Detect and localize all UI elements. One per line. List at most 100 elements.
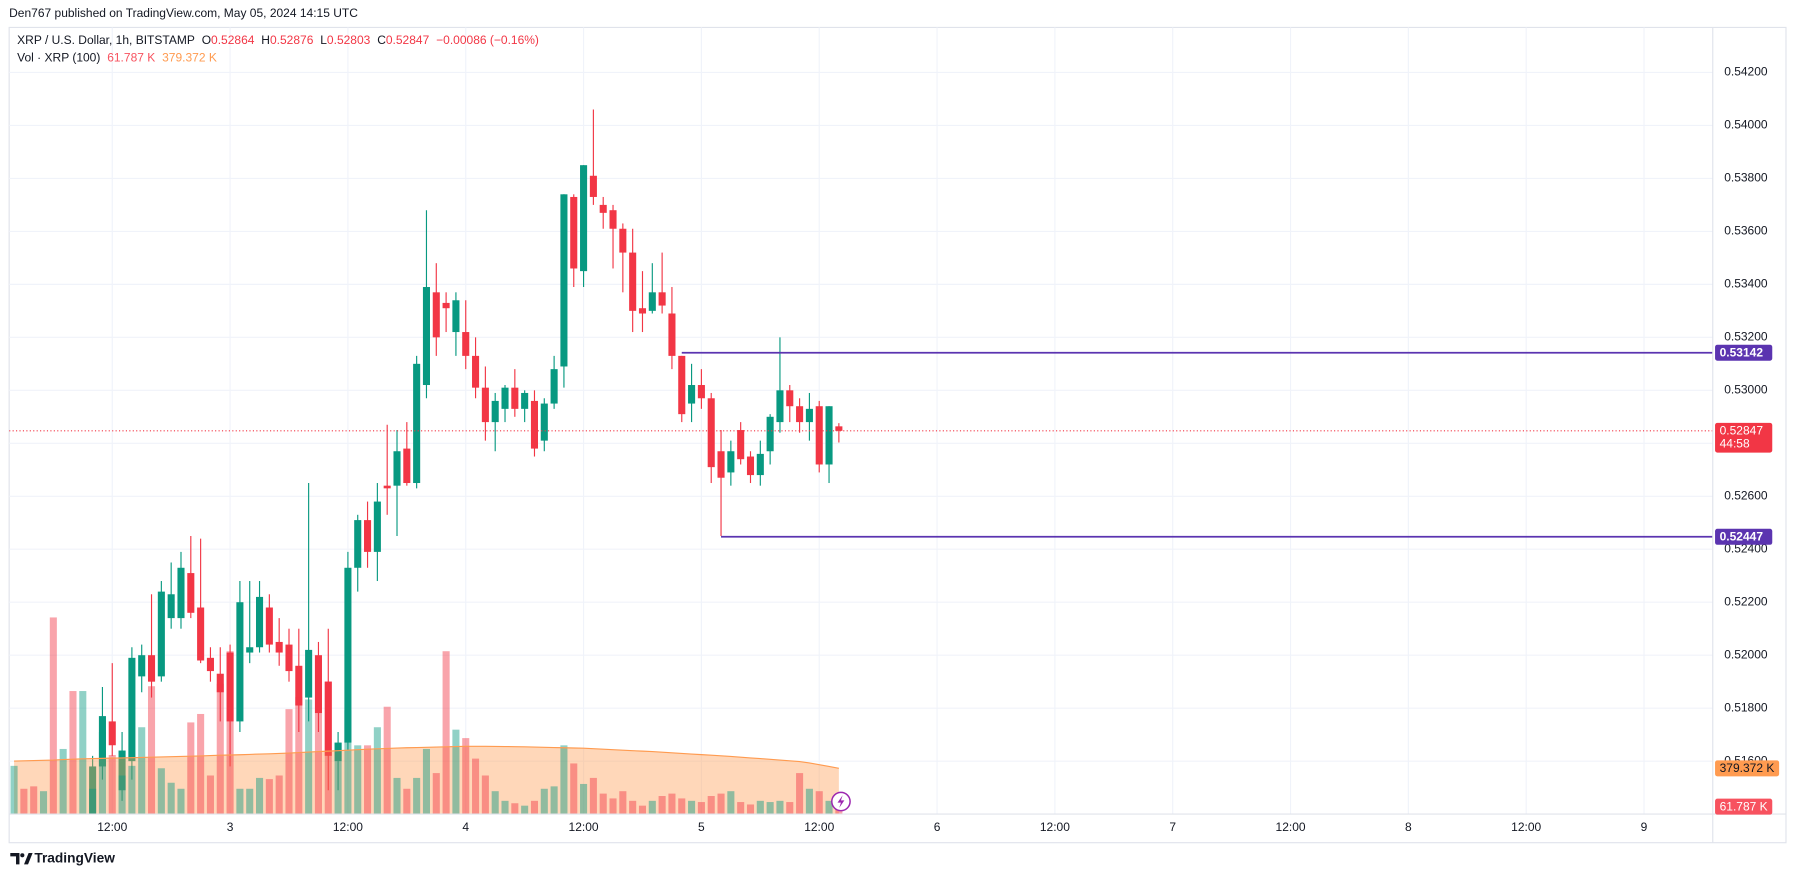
candle-body: [285, 644, 293, 672]
candle-body: [629, 252, 637, 311]
candle-body: [835, 426, 843, 431]
candle-body: [668, 313, 676, 356]
countdown: 44:58: [1720, 437, 1750, 451]
volume-bar: [216, 683, 224, 815]
volume-bar: [442, 651, 450, 815]
ohlc-key: L: [320, 33, 327, 47]
y-tick-label: 0.51800: [1724, 700, 1768, 714]
candle-body: [717, 451, 725, 478]
x-tick-label: 3: [227, 820, 234, 834]
volume-bar: [697, 802, 705, 815]
candle-body: [707, 398, 715, 468]
candle-body: [658, 292, 666, 306]
x-tick-label: 12:00: [569, 820, 599, 834]
candle-body: [737, 430, 745, 460]
volume-bar: [265, 779, 273, 815]
volume-bar: [422, 748, 430, 815]
volume-bar: [521, 805, 529, 815]
candle-body: [697, 385, 705, 399]
volume-bar: [658, 796, 666, 815]
volume-bar: [707, 796, 715, 815]
candle-body: [511, 387, 519, 409]
candle-body: [422, 287, 430, 386]
volume-bar: [324, 681, 332, 815]
x-tick-label: 6: [934, 820, 941, 834]
volume-bar: [147, 686, 156, 815]
volume-name: Vol · XRP (100): [17, 50, 100, 64]
y-tick-label: 0.54200: [1724, 65, 1768, 79]
volume-bar: [530, 800, 539, 815]
y-tick-label: 0.53000: [1724, 382, 1768, 396]
volume-bar: [481, 775, 489, 815]
volume-bar: [560, 745, 568, 815]
volume-bar: [550, 786, 558, 815]
volume-bar: [236, 788, 244, 815]
candle-body: [118, 750, 126, 791]
candle-body: [481, 387, 489, 423]
candle-body: [206, 657, 214, 672]
x-tick-label: 12:00: [804, 820, 834, 834]
volume-bar: [246, 788, 254, 815]
candle-body: [678, 355, 686, 415]
volume-bar: [452, 729, 460, 815]
y-tick-label: 0.54000: [1724, 118, 1768, 132]
last-price-tag: [1715, 422, 1773, 453]
x-tick-label: 4: [462, 820, 469, 834]
candle-body: [638, 308, 647, 314]
candle-body: [138, 655, 146, 677]
volume-bar: [167, 782, 175, 815]
x-tick-label: 12:00: [97, 820, 127, 834]
candle-body: [540, 403, 548, 441]
plot-area: [9, 109, 1713, 815]
volume-bar: [766, 802, 774, 815]
candle-body: [89, 766, 97, 815]
candle-body: [619, 228, 627, 253]
candle-body: [766, 416, 774, 452]
y-tick-label: 0.52600: [1724, 488, 1768, 502]
candle-body: [815, 406, 823, 465]
grid: [9, 27, 1713, 815]
candle-body: [98, 716, 106, 767]
lightning-icon[interactable]: [831, 791, 851, 812]
volume-bar: [786, 802, 794, 815]
candle-body: [226, 652, 234, 722]
candle-body: [491, 400, 499, 423]
candle-body: [472, 355, 480, 388]
volume-ma-line: [14, 745, 839, 769]
volume-bar: [98, 732, 106, 815]
axes: 0.516000.518000.520000.522000.524000.526…: [97, 65, 1780, 834]
candle-body: [570, 196, 578, 269]
volume-bar: [314, 713, 322, 815]
candle-body: [157, 591, 165, 677]
ohlc-value: 0.52847: [386, 33, 430, 47]
x-tick-label: 12:00: [1276, 820, 1306, 834]
candle-body: [403, 448, 411, 484]
volume-bar: [629, 800, 637, 815]
volume-bar: [501, 800, 509, 815]
candle-body: [452, 300, 460, 333]
volume-bar: [187, 722, 195, 815]
volume-bar: [226, 651, 234, 815]
volume-bar: [737, 802, 745, 815]
volume-bar: [413, 777, 421, 815]
candle-body: [648, 292, 656, 311]
candle-body: [530, 400, 539, 449]
candle-body: [305, 649, 313, 698]
volume-bar: [668, 793, 676, 815]
x-tick-label: 9: [1641, 820, 1648, 834]
volume-bar: [108, 754, 116, 815]
candle-body: [147, 655, 156, 682]
candle-body: [580, 165, 588, 272]
candle-body: [442, 302, 450, 309]
volume-bar: [432, 773, 440, 815]
volume-bar: [334, 742, 342, 815]
volume-bar: [511, 803, 519, 815]
level-tag-label: 0.53142: [1720, 345, 1764, 359]
volume-bar: [746, 804, 755, 815]
candle-body: [344, 567, 352, 743]
candle-body: [825, 406, 833, 465]
volume-bar: [609, 798, 617, 815]
volume-bar: [256, 777, 264, 815]
volume-bar: [393, 777, 401, 815]
candle-body: [589, 175, 597, 197]
